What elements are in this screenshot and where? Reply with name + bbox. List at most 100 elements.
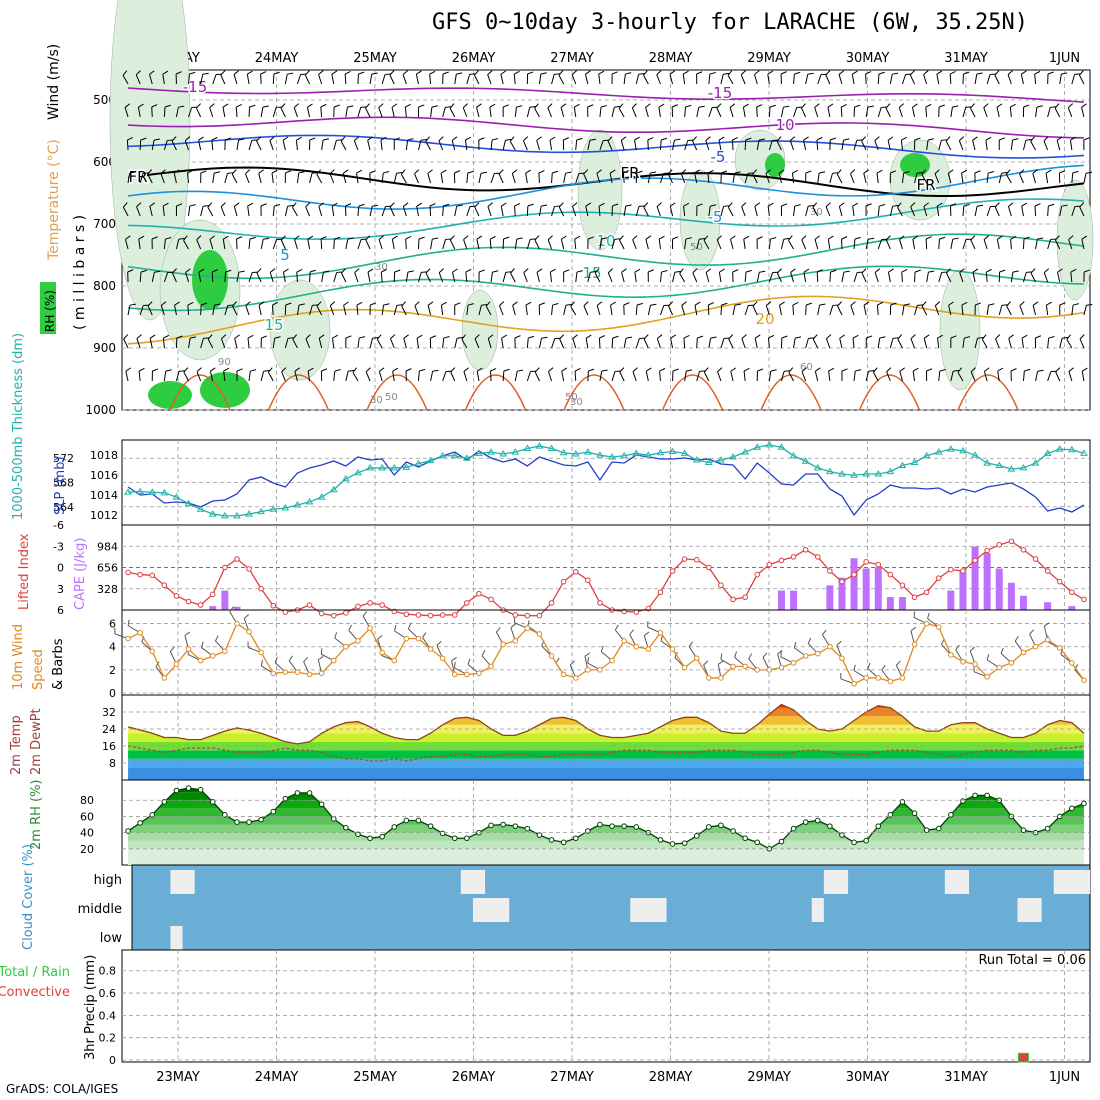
- wind-barb: [1035, 371, 1039, 382]
- rh-line-point: [802, 819, 809, 825]
- wind-barb: [175, 239, 180, 250]
- wind-barb: [234, 338, 238, 349]
- wind-barb: [634, 140, 637, 151]
- wind-barb: [489, 238, 492, 250]
- surface-wind-barb-flag: [584, 652, 591, 657]
- wind-barb: [246, 74, 250, 85]
- wind-barb-flag: [247, 334, 254, 339]
- wind-barb: [986, 173, 989, 184]
- wind-barb: [476, 239, 480, 250]
- wind-barb-flag: [183, 367, 189, 373]
- wind-speed-line-point: [149, 648, 156, 655]
- wind-barb-flag: [379, 367, 385, 372]
- rh-line-point: [427, 823, 434, 829]
- wind-barb: [316, 174, 323, 184]
- wind-barb: [1070, 272, 1073, 283]
- wind-barb-flag: [964, 336, 971, 339]
- wind-barb-flag: [874, 136, 880, 141]
- wind-barb: [720, 206, 725, 217]
- date-label-bottom: 29MAY: [747, 1070, 791, 1085]
- rh-tick: 40: [80, 827, 94, 840]
- wind-barb: [307, 371, 311, 382]
- wind-barb: [1009, 107, 1012, 118]
- warm-isotherm: [366, 374, 428, 411]
- wind-barb-flag: [418, 236, 425, 240]
- wind-barb: [1047, 107, 1051, 118]
- temp-tick: 8: [109, 757, 116, 770]
- wind-barb-flag: [127, 137, 133, 141]
- wind-barb-flag: [474, 202, 480, 208]
- surface-wind-barb-flag: [303, 657, 309, 663]
- rh-line-point: [960, 798, 966, 804]
- wind-barb-flag: [959, 268, 965, 273]
- wind-barb: [970, 371, 976, 382]
- wind-barb-flag: [638, 73, 645, 75]
- wind-barb-flag: [963, 203, 970, 207]
- wind-barb: [1034, 205, 1037, 217]
- wind-barb-flag: [892, 72, 899, 75]
- wind-speed-line-point: [427, 646, 434, 652]
- wind-barb: [367, 272, 371, 283]
- wind-barb-flag: [1010, 236, 1017, 240]
- wind-barb-flag: [1085, 171, 1093, 174]
- lifted-index-line-point: [923, 589, 930, 596]
- rh-line-point: [1081, 800, 1087, 807]
- wind-barb: [623, 74, 626, 85]
- wind-barb-flag: [360, 106, 367, 108]
- lifted-index-line-point: [1081, 596, 1087, 603]
- wind-barb: [1021, 206, 1024, 217]
- wind-barb-flag: [285, 302, 292, 306]
- wind-barb: [500, 206, 504, 217]
- wind-barb: [923, 338, 928, 349]
- wind-barb-flag: [196, 367, 202, 373]
- wind-barb: [558, 74, 565, 85]
- lifted-index-line-point: [681, 556, 688, 562]
- surface-wind-barb-flag: [260, 659, 263, 667]
- wind-barb-flag: [142, 172, 149, 174]
- wind-barb: [212, 74, 217, 85]
- wind-barb-flag: [808, 205, 815, 207]
- wind-barb-flag: [187, 169, 194, 174]
- wind-barb-flag: [611, 71, 618, 75]
- wind-barb: [333, 238, 335, 250]
- wind-barb-flag: [728, 334, 734, 340]
- wind-barb-flag: [607, 136, 613, 142]
- wind-barb-flag: [783, 237, 790, 240]
- wind-barb-flag: [876, 169, 883, 174]
- wind-barb: [921, 174, 928, 184]
- wind-barb: [718, 272, 722, 283]
- wind-barb-flag: [1007, 70, 1013, 75]
- wind-barb: [466, 206, 471, 217]
- wind-barb-flag: [716, 235, 722, 241]
- wind-barb: [828, 371, 831, 382]
- wind-barb: [236, 140, 240, 151]
- rh-line-point: [149, 812, 156, 818]
- wind-barb-flag: [221, 334, 227, 339]
- wind-barb: [583, 173, 589, 184]
- wind-barb: [124, 107, 129, 118]
- isotherm-line: [127, 295, 1085, 345]
- wind-barb-flag: [476, 235, 483, 240]
- wind-barb-flag: [1061, 72, 1068, 75]
- wind-barb: [912, 371, 916, 382]
- wind-barb-flag: [490, 368, 497, 372]
- wind-barb: [1007, 206, 1012, 217]
- wind-barb: [196, 239, 202, 250]
- wind-panel: [121, 609, 1091, 696]
- thickness-line-point: [148, 488, 157, 495]
- wind-barb: [489, 107, 492, 118]
- surface-wind-barb-flag: [1043, 622, 1050, 627]
- wind-speed-line-point: [948, 652, 954, 658]
- wind-speed-line-point: [839, 655, 845, 662]
- rh-line-point: [863, 837, 869, 844]
- rh-line-point: [355, 831, 361, 838]
- wind-barb: [926, 140, 929, 151]
- wind-barb-flag: [781, 335, 788, 339]
- thickness-line-point: [220, 511, 229, 519]
- thickness-line-point: [1007, 465, 1016, 472]
- warm-isotherm: [464, 374, 527, 411]
- wind-barb-flag: [740, 70, 746, 76]
- wind-barb: [838, 74, 843, 85]
- wind-barb: [985, 271, 988, 283]
- wind-speed-line-point: [234, 620, 240, 627]
